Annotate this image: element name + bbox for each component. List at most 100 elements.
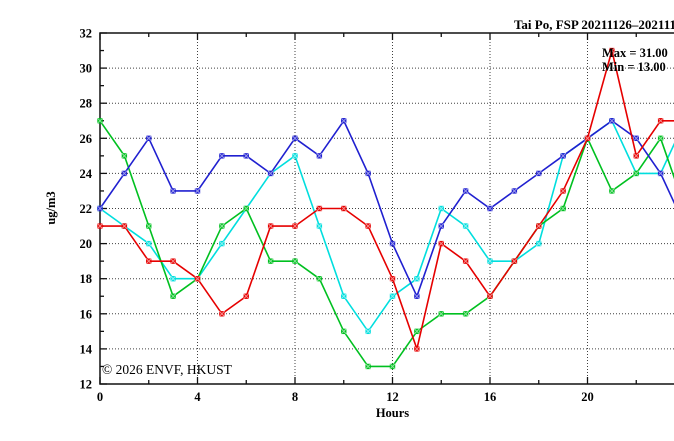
data-point-marker	[146, 223, 151, 228]
y-tick-label: 16	[80, 307, 93, 321]
data-point-marker	[487, 294, 492, 299]
data-point-marker	[122, 153, 127, 158]
data-point-marker	[414, 294, 419, 299]
data-point-marker	[97, 118, 102, 123]
data-point-marker	[341, 206, 346, 211]
y-tick-label: 28	[80, 97, 93, 111]
data-point-marker	[170, 258, 175, 263]
data-point-marker	[365, 329, 370, 334]
data-point-marker	[390, 241, 395, 246]
data-point-marker	[585, 136, 590, 141]
data-point-marker	[414, 346, 419, 351]
data-point-marker	[658, 136, 663, 141]
data-point-marker	[463, 188, 468, 193]
data-point-marker	[317, 223, 322, 228]
y-tick-label: 30	[80, 62, 93, 76]
data-point-marker	[292, 258, 297, 263]
data-point-marker	[634, 153, 639, 158]
data-point-marker	[487, 206, 492, 211]
data-point-marker	[292, 136, 297, 141]
data-point-marker	[390, 276, 395, 281]
data-point-marker	[512, 188, 517, 193]
line-chart-canvas: © 2026 ENVF, HKUST 0 4 8 12 16 20 24 12 14 16 18 20 2…	[40, 16, 674, 425]
y-tick-label: 26	[80, 132, 93, 146]
data-point-marker	[487, 258, 492, 263]
data-point-marker	[122, 171, 127, 176]
data-point-marker	[463, 311, 468, 316]
data-point-marker	[634, 171, 639, 176]
data-point-marker	[146, 136, 151, 141]
data-point-marker	[658, 118, 663, 123]
x-tick-label: 20	[581, 390, 594, 404]
x-tick-label: 4	[194, 390, 201, 404]
data-point-marker	[219, 223, 224, 228]
data-point-marker	[317, 206, 322, 211]
data-point-marker	[244, 294, 249, 299]
data-point-marker	[536, 223, 541, 228]
chart-svg: © 2026 ENVF, HKUST 0 4 8 12 16 20 24 12 14 16 18 20 2…	[40, 16, 674, 425]
data-point-marker	[268, 223, 273, 228]
data-point-marker	[97, 223, 102, 228]
data-point-marker	[536, 241, 541, 246]
y-tick-label: 22	[80, 202, 93, 216]
data-point-marker	[560, 153, 565, 158]
x-axis-label: Hours	[376, 406, 409, 420]
x-tick-label: 8	[292, 390, 298, 404]
x-tick-label: 0	[97, 390, 103, 404]
data-point-marker	[439, 311, 444, 316]
data-point-marker	[439, 223, 444, 228]
data-point-marker	[390, 294, 395, 299]
data-point-marker	[244, 153, 249, 158]
y-tick-label: 24	[80, 167, 93, 181]
data-point-marker	[536, 171, 541, 176]
y-tick-label: 14	[80, 342, 93, 356]
data-point-marker	[658, 171, 663, 176]
data-point-marker	[317, 153, 322, 158]
data-point-marker	[219, 153, 224, 158]
data-point-marker	[341, 329, 346, 334]
data-point-marker	[439, 241, 444, 246]
data-point-marker	[170, 276, 175, 281]
min-annotation: Min = 13.00	[602, 60, 666, 74]
y-tick-label: 20	[80, 237, 93, 251]
data-point-marker	[414, 276, 419, 281]
data-point-marker	[146, 258, 151, 263]
data-point-marker	[244, 206, 249, 211]
data-point-marker	[609, 188, 614, 193]
data-point-marker	[365, 364, 370, 369]
data-point-marker	[317, 276, 322, 281]
data-point-marker	[122, 223, 127, 228]
y-tick-label: 18	[80, 272, 93, 286]
x-tick-label: 16	[484, 390, 497, 404]
data-point-marker	[268, 258, 273, 263]
data-point-marker	[365, 223, 370, 228]
y-tick-label: 12	[80, 378, 93, 392]
data-point-marker	[439, 206, 444, 211]
data-point-marker	[292, 223, 297, 228]
watermark-text: © 2026 ENVF, HKUST	[102, 362, 233, 377]
data-point-marker	[170, 294, 175, 299]
data-point-marker	[414, 329, 419, 334]
data-point-marker	[219, 241, 224, 246]
data-point-marker	[341, 118, 346, 123]
data-point-marker	[365, 171, 370, 176]
data-point-marker	[170, 188, 175, 193]
data-point-marker	[341, 294, 346, 299]
data-point-marker	[146, 241, 151, 246]
data-point-marker	[463, 223, 468, 228]
fsp-line-chart-figure: © 2026 ENVF, HKUST 0 4 8 12 16 20 24 12 14 16 18 20 2…	[40, 16, 674, 425]
data-point-marker	[463, 258, 468, 263]
y-tick-label: 32	[80, 27, 93, 41]
x-tick-label: 12	[386, 390, 399, 404]
data-point-marker	[634, 136, 639, 141]
data-point-marker	[219, 311, 224, 316]
data-point-marker	[390, 364, 395, 369]
data-point-marker	[560, 206, 565, 211]
chart-title: Tai Po, FSP 20211126–20211129	[514, 17, 674, 32]
data-point-marker	[292, 153, 297, 158]
data-point-marker	[560, 188, 565, 193]
max-annotation: Max = 31.00	[602, 46, 668, 60]
y-axis-label: ug/m3	[44, 191, 58, 224]
data-point-marker	[512, 258, 517, 263]
data-point-marker	[609, 118, 614, 123]
